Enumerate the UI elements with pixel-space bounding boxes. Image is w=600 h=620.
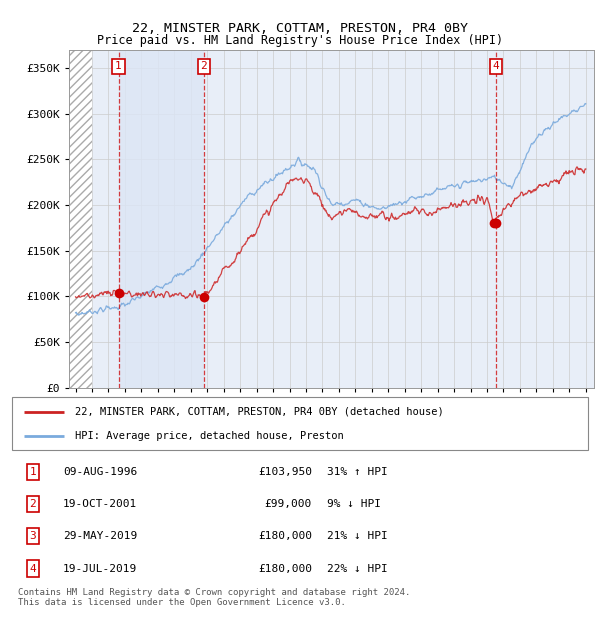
Text: 9% ↓ HPI: 9% ↓ HPI	[327, 499, 381, 509]
Text: £103,950: £103,950	[258, 467, 312, 477]
Text: 09-AUG-1996: 09-AUG-1996	[63, 467, 137, 477]
Bar	[69, 50, 92, 388]
Text: 19-OCT-2001: 19-OCT-2001	[63, 499, 137, 509]
Text: 22, MINSTER PARK, COTTAM, PRESTON, PR4 0BY (detached house): 22, MINSTER PARK, COTTAM, PRESTON, PR4 0…	[76, 407, 444, 417]
Text: 1: 1	[115, 61, 122, 71]
Text: 31% ↑ HPI: 31% ↑ HPI	[327, 467, 388, 477]
Text: HPI: Average price, detached house, Preston: HPI: Average price, detached house, Pres…	[76, 432, 344, 441]
Text: 1: 1	[29, 467, 37, 477]
Text: Price paid vs. HM Land Registry's House Price Index (HPI): Price paid vs. HM Land Registry's House …	[97, 34, 503, 47]
Text: 2: 2	[29, 499, 37, 509]
Text: 29-MAY-2019: 29-MAY-2019	[63, 531, 137, 541]
Text: £180,000: £180,000	[258, 564, 312, 574]
Text: 4: 4	[29, 564, 37, 574]
Text: 19-JUL-2019: 19-JUL-2019	[63, 564, 137, 574]
Text: 22, MINSTER PARK, COTTAM, PRESTON, PR4 0BY: 22, MINSTER PARK, COTTAM, PRESTON, PR4 0…	[132, 22, 468, 35]
Bar	[119, 50, 204, 388]
Text: 2: 2	[200, 61, 208, 71]
Text: £99,000: £99,000	[265, 499, 312, 509]
Text: Contains HM Land Registry data © Crown copyright and database right 2024.
This d: Contains HM Land Registry data © Crown c…	[18, 588, 410, 607]
Text: 4: 4	[493, 61, 499, 71]
Text: £180,000: £180,000	[258, 531, 312, 541]
Text: 21% ↓ HPI: 21% ↓ HPI	[327, 531, 388, 541]
Text: 3: 3	[29, 531, 37, 541]
Text: 22% ↓ HPI: 22% ↓ HPI	[327, 564, 388, 574]
